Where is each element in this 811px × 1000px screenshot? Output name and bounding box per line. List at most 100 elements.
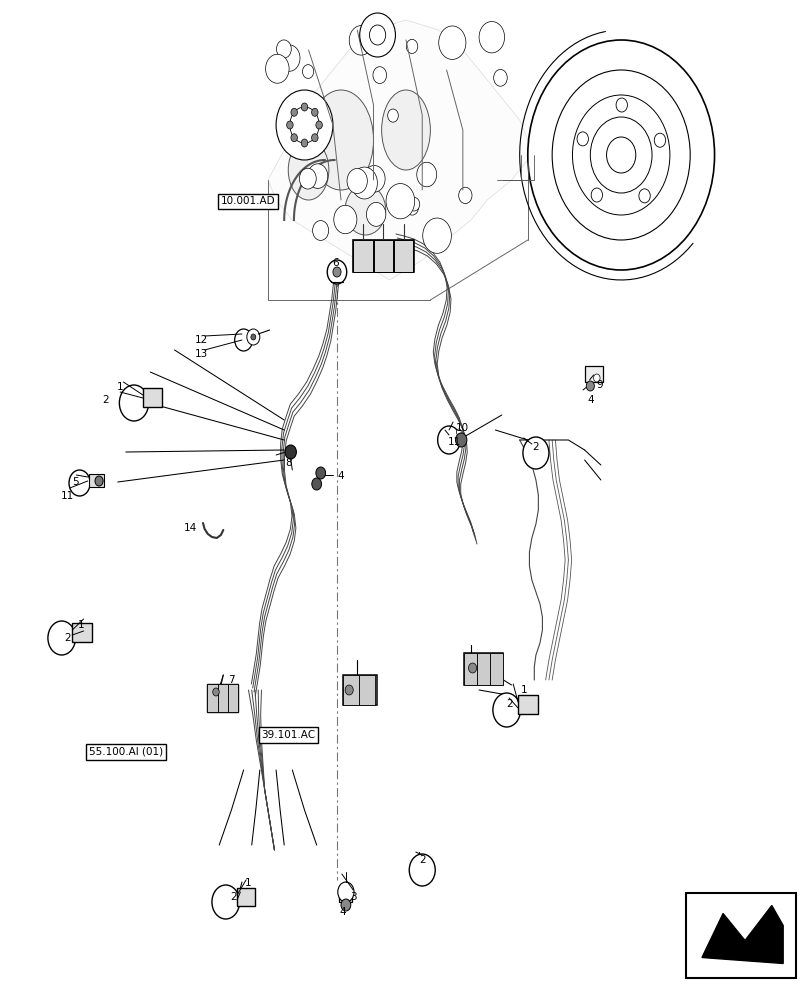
Circle shape: [590, 188, 602, 202]
Text: 10.001.AD: 10.001.AD: [220, 196, 275, 207]
Bar: [207, 684, 218, 712]
Circle shape: [311, 108, 318, 116]
Text: 10: 10: [456, 423, 469, 433]
Ellipse shape: [288, 140, 328, 200]
Text: 1: 1: [244, 878, 251, 888]
Circle shape: [345, 685, 353, 695]
Text: 4: 4: [587, 395, 594, 405]
Circle shape: [285, 445, 296, 459]
Circle shape: [616, 98, 627, 112]
Circle shape: [363, 165, 384, 192]
Circle shape: [467, 654, 474, 662]
Circle shape: [301, 103, 307, 111]
Text: 7: 7: [228, 675, 234, 685]
Circle shape: [286, 121, 293, 129]
Circle shape: [119, 385, 148, 421]
Text: 1: 1: [520, 685, 526, 695]
Circle shape: [212, 885, 239, 919]
Circle shape: [493, 69, 507, 86]
Bar: [89, 474, 104, 487]
Bar: [353, 240, 372, 272]
Bar: [228, 684, 238, 712]
Bar: [342, 675, 358, 705]
Circle shape: [577, 132, 588, 146]
Circle shape: [278, 45, 299, 71]
Text: 2: 2: [102, 395, 109, 405]
Circle shape: [234, 329, 252, 351]
Circle shape: [290, 108, 297, 116]
Circle shape: [346, 168, 367, 194]
Circle shape: [654, 133, 665, 147]
Circle shape: [341, 899, 350, 911]
Circle shape: [212, 688, 219, 696]
Bar: [207, 684, 238, 712]
Circle shape: [372, 67, 386, 84]
Bar: [477, 653, 490, 685]
Circle shape: [416, 162, 436, 187]
Text: 8: 8: [285, 458, 291, 468]
Text: 2: 2: [418, 855, 425, 865]
Circle shape: [408, 197, 419, 211]
Circle shape: [409, 854, 435, 886]
Circle shape: [606, 137, 635, 173]
Ellipse shape: [381, 90, 430, 170]
Circle shape: [69, 470, 90, 496]
Bar: [143, 388, 162, 407]
Circle shape: [312, 221, 328, 240]
Text: 3: 3: [350, 892, 356, 902]
Circle shape: [311, 134, 318, 142]
Circle shape: [315, 121, 322, 129]
Circle shape: [299, 168, 315, 189]
Circle shape: [468, 663, 476, 673]
Text: 11: 11: [61, 491, 74, 501]
Circle shape: [290, 134, 297, 142]
Circle shape: [406, 39, 417, 53]
Circle shape: [247, 329, 260, 345]
Circle shape: [406, 199, 418, 215]
Ellipse shape: [345, 185, 385, 235]
Circle shape: [586, 381, 594, 391]
Text: 2: 2: [230, 892, 237, 902]
Circle shape: [366, 202, 385, 226]
Circle shape: [492, 693, 520, 727]
Circle shape: [276, 90, 333, 160]
Circle shape: [437, 426, 460, 454]
Circle shape: [301, 139, 307, 147]
Circle shape: [423, 218, 451, 253]
Circle shape: [327, 260, 346, 284]
Circle shape: [590, 117, 651, 193]
Text: 2: 2: [506, 699, 513, 709]
Circle shape: [638, 189, 650, 203]
Text: 9: 9: [595, 380, 602, 390]
Bar: [342, 675, 376, 705]
Bar: [393, 240, 413, 272]
Text: 5: 5: [72, 477, 79, 487]
Bar: [373, 240, 393, 272]
Circle shape: [385, 184, 414, 219]
Bar: [464, 653, 503, 685]
Circle shape: [593, 374, 599, 382]
Circle shape: [359, 13, 395, 57]
Circle shape: [478, 22, 504, 53]
Bar: [358, 675, 375, 705]
Circle shape: [303, 65, 313, 78]
Circle shape: [333, 267, 341, 277]
Bar: [584, 366, 602, 382]
Bar: [339, 889, 352, 902]
Circle shape: [290, 107, 319, 143]
Circle shape: [369, 25, 385, 45]
Circle shape: [387, 109, 398, 122]
Text: 2: 2: [64, 633, 71, 643]
Circle shape: [572, 95, 669, 215]
Text: 12: 12: [195, 335, 208, 345]
Circle shape: [351, 167, 377, 199]
Bar: [490, 653, 503, 685]
Text: 4: 4: [339, 907, 345, 917]
Circle shape: [349, 26, 373, 55]
Bar: [237, 888, 255, 906]
Text: 39.101.AC: 39.101.AC: [261, 730, 315, 740]
Text: 2: 2: [532, 442, 539, 452]
Circle shape: [307, 164, 328, 188]
Polygon shape: [268, 20, 527, 280]
Text: 6: 6: [332, 258, 338, 268]
